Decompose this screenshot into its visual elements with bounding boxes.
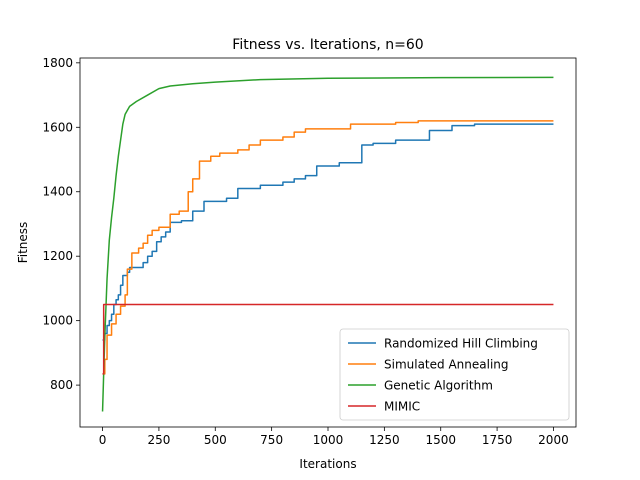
x-tick-label: 2000 (538, 433, 569, 447)
plot-area (101, 76, 554, 412)
series-line-randomized-hill-climbing (102, 123, 554, 341)
legend-label-randomized-hill-climbing: Randomized Hill Climbing (384, 337, 538, 351)
chart-title: Fitness vs. Iterations, n=60 (232, 37, 423, 53)
x-tick-label: 500 (204, 433, 227, 447)
x-tick-label: 250 (147, 433, 170, 447)
x-tick-label: 750 (260, 433, 283, 447)
x-tick-label: 1000 (313, 433, 344, 447)
y-tick-label: 1200 (42, 249, 73, 263)
series-line-simulated-annealing (102, 120, 554, 375)
y-tick-label: 800 (50, 378, 73, 392)
legend: Randomized Hill Climbing Simulated Anneal… (339, 328, 570, 421)
x-tick-label: 1500 (425, 433, 456, 447)
y-tick-label: 1800 (42, 56, 73, 70)
y-axis: 800 1000 1200 1400 1600 1800 (42, 56, 80, 392)
x-tick-label: 0 (99, 433, 107, 447)
y-tick-label: 1000 (42, 314, 73, 328)
legend-label-mimic: MIMIC (384, 400, 420, 414)
series-line-mimic (102, 303, 554, 375)
y-tick-label: 1600 (42, 120, 73, 134)
series-line-genetic-algorithm (101, 76, 554, 412)
x-axis: 0 250 500 750 1000 1250 1500 1750 2000 (99, 427, 569, 447)
legend-label-genetic-algorithm: Genetic Algorithm (384, 379, 493, 393)
y-tick-label: 1400 (42, 185, 73, 199)
x-axis-label: Iterations (299, 457, 356, 471)
x-tick-label: 1750 (482, 433, 513, 447)
y-axis-label: Fitness (16, 222, 30, 264)
legend-label-simulated-annealing: Simulated Annealing (384, 358, 509, 372)
x-tick-label: 1250 (369, 433, 400, 447)
axes-frame (79, 57, 577, 428)
legend-box (339, 328, 570, 421)
